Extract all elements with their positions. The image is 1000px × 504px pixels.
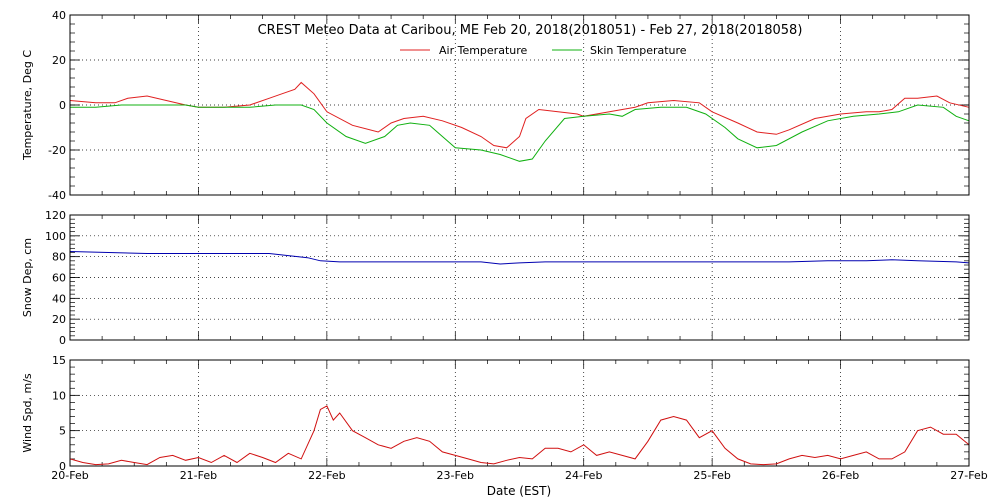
snow-ytick-label: 100 [45,230,66,243]
temperature-series-air-temperature [69,81,970,149]
x-tick-label: 24-Feb [565,469,602,482]
temperature-ytick-label: 40 [52,9,66,22]
snow-ytick-label: 20 [52,313,66,326]
x-tick-label: 20-Feb [51,469,88,482]
snow-ytick-label: 80 [52,251,66,264]
temperature-panel: 40 20 0 -20 -40 Temperature, Deg C [21,9,970,202]
wind-ytick-label: 0 [59,460,66,473]
chart-title: CREST Meteo Data at Caribou, ME Feb 20, … [258,23,803,38]
temperature-y-axis-label: Temperature, Deg C [21,50,34,161]
x-tick-label: 25-Feb [693,469,730,482]
temperature-frame [69,14,970,196]
temperature-ytick-label: -20 [48,144,66,157]
snow-y-axis-label: Snow Dep, cm [21,238,34,317]
wind-ytick-label: 10 [52,389,66,402]
wind-frame [69,359,970,467]
temperature-ytick-label: 20 [52,54,66,67]
legend-skin-label: Skin Temperature [590,44,687,57]
temperature-ytick-label: -40 [48,189,66,202]
snow-panel: 120 100 80 60 40 20 0 Snow Dep, cm [21,209,970,347]
wind-series-line [69,405,970,466]
wind-ytick-label: 5 [59,425,66,438]
wind-panel: 15 10 5 0 Wind Spd, m/s [21,354,970,473]
snow-ytick-label: 0 [59,334,66,347]
wind-y-axis-label: Wind Spd, m/s [21,373,34,453]
snow-frame [69,214,970,341]
x-tick-label: 22-Feb [308,469,345,482]
temperature-ytick-label: 0 [59,99,66,112]
wind-ytick-label: 15 [52,354,66,367]
snow-ytick-label: 60 [52,272,66,285]
snow-ytick-label: 120 [45,209,66,222]
x-tick-label: 27-Feb [950,469,987,482]
x-tick-label: 21-Feb [180,469,217,482]
x-tick-label: 23-Feb [437,469,474,482]
snow-ytick-label: 40 [52,292,66,305]
temperature-series-skin-temperature [70,104,970,162]
legend-air-label: Air Temperature [439,44,528,57]
snow-series-line [69,251,970,265]
x-tick-label: 26-Feb [822,469,859,482]
x-axis-label: Date (EST) [487,484,551,498]
